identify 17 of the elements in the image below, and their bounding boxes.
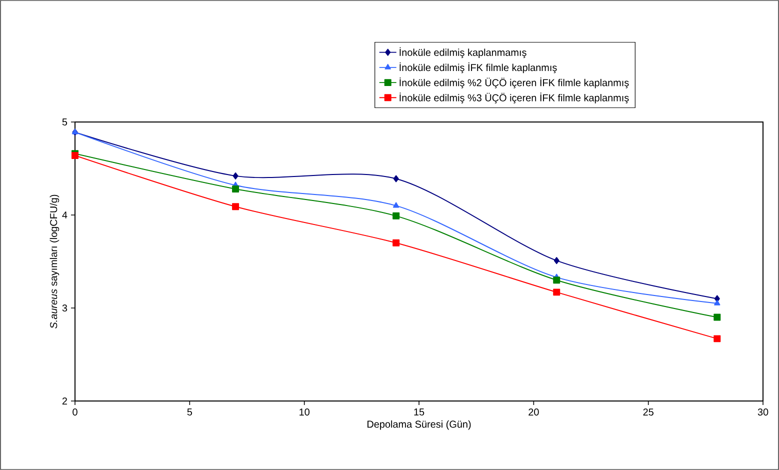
legend-label: İnoküle edilmiş kaplanmamış [400,47,526,58]
x-tick-label: 10 [300,408,310,416]
legend-label: İnoküle edilmiş %2 ÜÇÖ içeren İFK filmle kaplanmış [400,77,629,88]
y-tick-label: 3 [62,304,68,312]
x-tick-label: 5 [187,408,192,416]
x-tick-label: 30 [758,408,768,416]
x-axis-title: Depolama Süresi (Gün) [367,420,471,430]
x-tick-label: 15 [414,408,424,416]
legend-label: İnoküle edilmiş %3 ÜÇÖ içeren İFK filmle kaplanmış [400,92,629,104]
y-tick-label: 4 [62,212,68,218]
x-tick-label: 0 [72,408,78,416]
y-tick-label: 5 [62,118,68,126]
x-tick-label: 20 [528,408,539,416]
x-tick-label: 25 [643,408,654,416]
y-tick-label: 2 [62,398,67,404]
y-axis-title: S.aureus sayımları (logCFU/g) [50,194,60,328]
legend-label: İnoküle edilmiş İFK filmle kaplanmış [400,62,557,74]
